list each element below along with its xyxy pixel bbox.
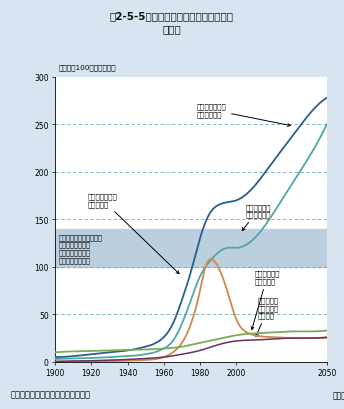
Text: 陸上のバクテリアによる
窒素固定量の範囲
（農業生態系での
窒素固定を除く）: 陸上のバクテリアによる 窒素固定量の範囲 （農業生態系での 窒素固定を除く） xyxy=(59,234,103,263)
Text: （年）: （年） xyxy=(332,390,344,399)
Text: 化石燃料の
消費による
窒素放出: 化石燃料の 消費による 窒素放出 xyxy=(256,297,279,337)
Text: 予想される人為
による投入量: 予想される人為 による投入量 xyxy=(196,103,290,127)
Text: 生産量: 生産量 xyxy=(163,24,181,34)
Text: 窒素量（100万トン／年）: 窒素量（100万トン／年） xyxy=(58,65,116,71)
Text: 人為による投入
量の合計値: 人為による投入 量の合計値 xyxy=(88,193,179,274)
Text: 図2-5-5　人為活動による反応性窒素の: 図2-5-5 人為活動による反応性窒素の xyxy=(110,11,234,21)
Bar xyxy=(55,229,327,267)
Text: 資料：ミレニアム生態系評価報告書: 資料：ミレニアム生態系評価報告書 xyxy=(10,389,90,398)
Text: 農地における
窒素固定量: 農地における 窒素固定量 xyxy=(251,270,280,330)
Text: 施肥及び産業
による使用量: 施肥及び産業 による使用量 xyxy=(242,204,271,231)
